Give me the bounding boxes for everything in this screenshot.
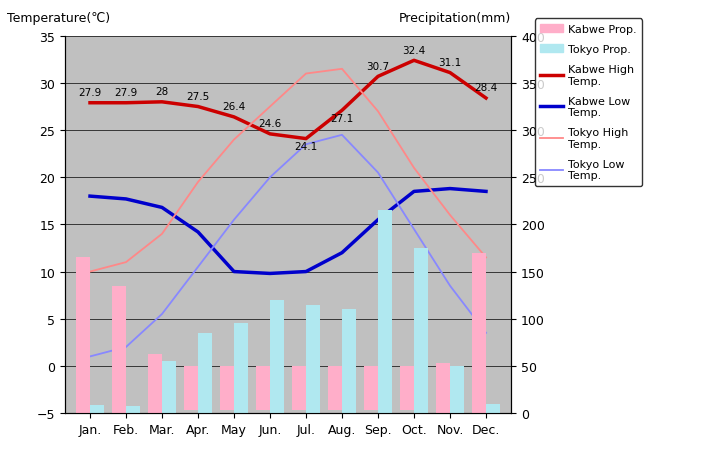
Text: 27.9: 27.9 xyxy=(78,88,102,98)
Text: 27.9: 27.9 xyxy=(114,88,138,98)
Bar xyxy=(307,305,320,413)
Bar xyxy=(451,366,464,413)
Text: 24.1: 24.1 xyxy=(294,141,318,151)
Bar xyxy=(199,333,212,413)
Text: 26.4: 26.4 xyxy=(222,102,246,112)
Bar xyxy=(163,361,176,413)
Bar xyxy=(91,405,104,413)
Bar xyxy=(76,258,89,413)
Text: 28.4: 28.4 xyxy=(474,83,498,93)
Bar xyxy=(112,286,126,413)
Text: 31.1: 31.1 xyxy=(438,58,462,68)
Bar xyxy=(472,253,486,413)
Bar xyxy=(364,366,377,410)
Text: 28: 28 xyxy=(156,87,168,97)
Text: Temperature(℃): Temperature(℃) xyxy=(6,12,110,25)
Bar xyxy=(379,211,392,413)
Bar xyxy=(487,404,500,413)
Bar xyxy=(328,366,341,410)
Text: 32.4: 32.4 xyxy=(402,45,426,56)
Bar xyxy=(184,366,197,410)
Bar xyxy=(235,324,248,413)
Text: 27.5: 27.5 xyxy=(186,92,210,101)
Bar xyxy=(148,354,162,413)
Text: Precipitation(mm): Precipitation(mm) xyxy=(399,12,511,25)
Bar xyxy=(292,366,305,410)
Bar xyxy=(415,248,428,413)
Bar xyxy=(220,366,233,410)
Bar xyxy=(436,363,449,413)
Bar xyxy=(343,309,356,413)
Text: 27.1: 27.1 xyxy=(330,113,354,123)
Bar xyxy=(271,300,284,413)
Bar xyxy=(127,407,140,413)
Text: 24.6: 24.6 xyxy=(258,119,282,129)
Bar xyxy=(400,366,413,410)
Legend: Kabwe Prop., Tokyo Prop., Kabwe High
Temp., Kabwe Low
Temp., Tokyo High
Temp., T: Kabwe Prop., Tokyo Prop., Kabwe High Tem… xyxy=(535,19,642,186)
Bar xyxy=(256,366,269,410)
Text: 30.7: 30.7 xyxy=(366,62,390,72)
